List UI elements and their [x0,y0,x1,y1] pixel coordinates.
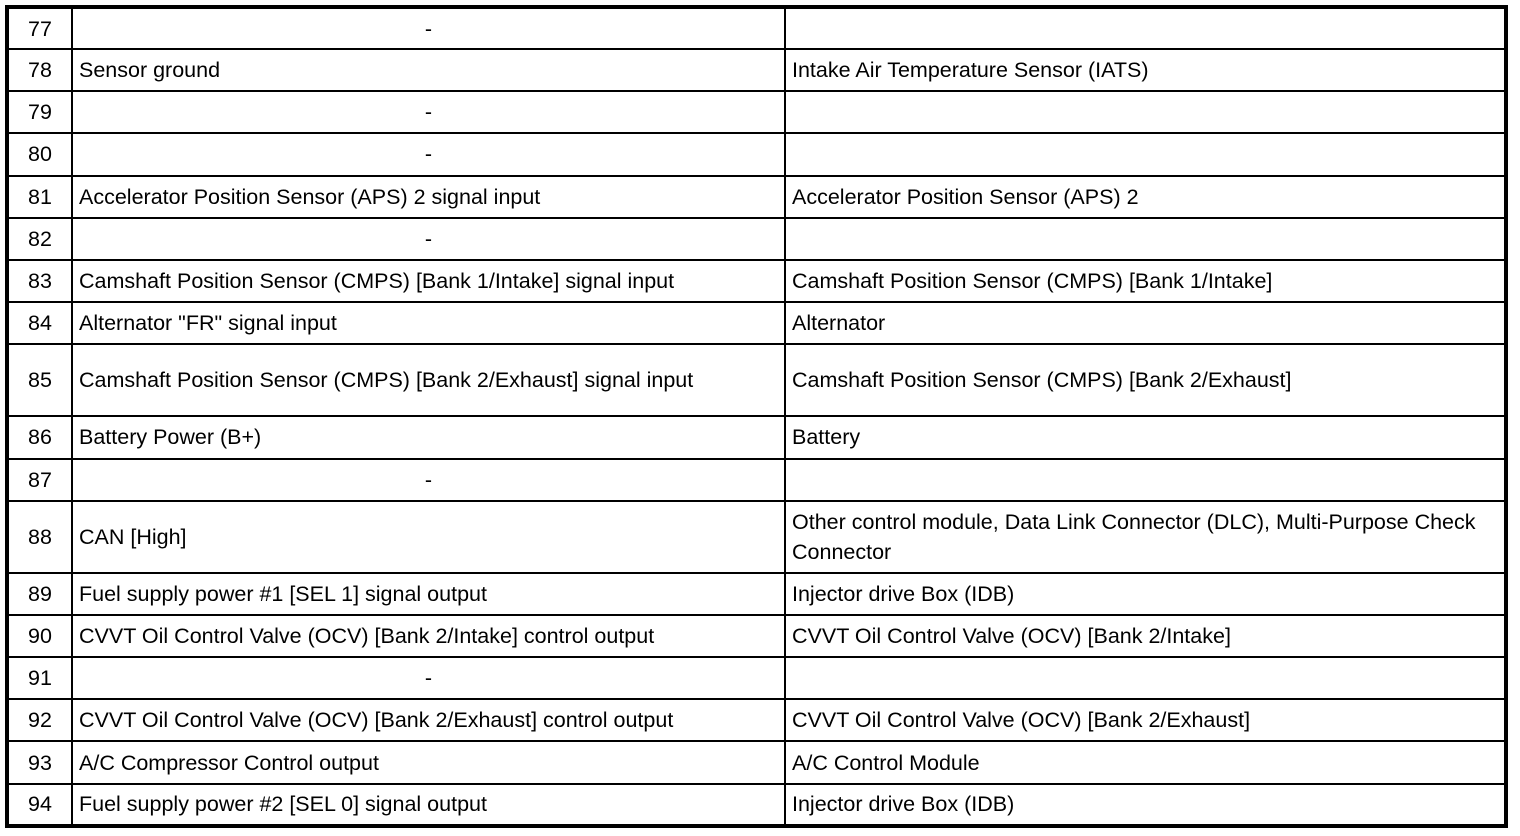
table-row: 93 A/C Compressor Control output A/C Contr… [6,740,1507,785]
connected-to-cell [784,656,1507,701]
connected-to-cell: Accelerator Position Sensor (APS) 2 [784,174,1507,219]
table-row: 86 Battery Power (B+) Battery [6,415,1507,460]
pin-cell: 89 [6,571,73,617]
connected-to-cell [784,90,1507,135]
table-row: 84 Alternator "FR" signal input Alternator [6,300,1507,346]
pin-cell: 90 [6,614,73,659]
pin-cell: 79 [6,90,73,135]
table-row: 90 CVVT Oil Control Valve (OCV) [Bank 2/I… [6,614,1507,659]
pin-cell: 88 [6,499,73,574]
description-cell: Fuel supply power #1 [SEL 1] signal outp… [71,571,786,617]
table-row: 85 Camshaft Position Sensor (CMPS) [Bank … [6,343,1507,418]
pin-cell: 94 [6,782,73,828]
connected-to-cell [784,457,1507,502]
connected-to-cell: Alternator [784,300,1507,346]
pin-cell: 82 [6,216,73,261]
description-cell: - [71,132,786,177]
connected-to-cell [784,132,1507,177]
description-cell: Camshaft Position Sensor (CMPS) [Bank 2/… [71,343,786,418]
description-cell: Battery Power (B+) [71,415,786,460]
connected-to-cell: CVVT Oil Control Valve (OCV) [Bank 2/Int… [784,614,1507,659]
pin-cell: 83 [6,258,73,303]
pin-cell: 91 [6,656,73,701]
connected-to-cell: Other control module, Data Link Connecto… [784,499,1507,574]
pin-cell: 85 [6,343,73,418]
table-row: 82- [6,216,1507,261]
table-row: 87- [6,457,1507,502]
connected-to-cell: Intake Air Temperature Sensor (IATS) [784,48,1507,93]
connected-to-cell: Injector drive Box (IDB) [784,571,1507,617]
description-cell: Accelerator Position Sensor (APS) 2 sign… [71,174,786,219]
pin-cell: 86 [6,415,73,460]
connected-to-cell [784,216,1507,261]
table-row: 89 Fuel supply power #1 [SEL 1] signal ou… [6,571,1507,617]
description-cell: CVVT Oil Control Valve (OCV) [Bank 2/Int… [71,614,786,659]
table-row: 77- [6,5,1507,51]
connected-to-cell: Injector drive Box (IDB) [784,782,1507,828]
description-cell: Sensor ground [71,48,786,93]
pin-cell: 80 [6,132,73,177]
description-cell: CVVT Oil Control Valve (OCV) [Bank 2/Exh… [71,698,786,743]
table-row: 81 Accelerator Position Sensor (APS) 2 si… [6,174,1507,219]
table-row: 94 Fuel supply power #2 [SEL 0] signal ou… [6,782,1507,828]
pin-cell: 93 [6,740,73,785]
pin-cell: 84 [6,300,73,346]
connected-to-cell: Camshaft Position Sensor (CMPS) [Bank 2/… [784,343,1507,418]
description-cell: - [71,457,786,502]
pin-cell: 78 [6,48,73,93]
table-row: 79- [6,90,1507,135]
description-cell: - [71,5,786,51]
table-row: 88 CAN [High] Other control module, Data L… [6,499,1507,574]
connected-to-cell: Battery [784,415,1507,460]
connected-to-cell: Camshaft Position Sensor (CMPS) [Bank 1/… [784,258,1507,303]
pin-cell: 77 [6,5,73,51]
table-row: 83 Camshaft Position Sensor (CMPS) [Bank … [6,258,1507,303]
pin-table: 77-78 Sensor ground Intake Air Temperature… [5,5,1508,828]
pin-cell: 92 [6,698,73,743]
table-row: 91- [6,656,1507,701]
pin-cell: 87 [6,457,73,502]
description-cell: A/C Compressor Control output [71,740,786,785]
description-cell: - [71,90,786,135]
description-cell: Camshaft Position Sensor (CMPS) [Bank 1/… [71,258,786,303]
description-cell: - [71,216,786,261]
connected-to-cell [784,5,1507,51]
table-row: 92 CVVT Oil Control Valve (OCV) [Bank 2/E… [6,698,1507,743]
description-cell: - [71,656,786,701]
description-cell: Alternator "FR" signal input [71,300,786,346]
pin-cell: 81 [6,174,73,219]
description-cell: Fuel supply power #2 [SEL 0] signal outp… [71,782,786,828]
connected-to-cell: CVVT Oil Control Valve (OCV) [Bank 2/Exh… [784,698,1507,743]
table-row: 78 Sensor ground Intake Air Temperature Se… [6,48,1507,93]
connected-to-cell: A/C Control Module [784,740,1507,785]
table-row: 80- [6,132,1507,177]
description-cell: CAN [High] [71,499,786,574]
